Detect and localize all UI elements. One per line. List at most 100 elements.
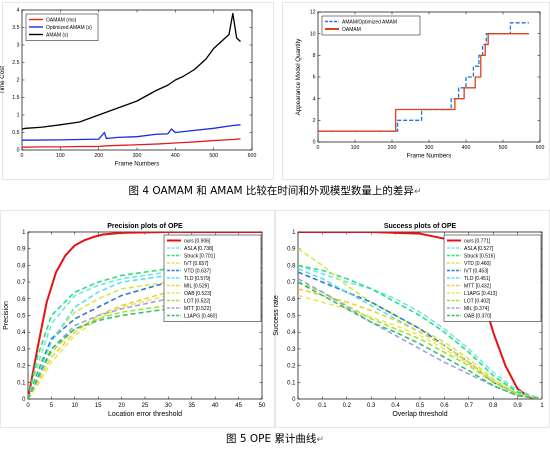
y-tick-label: 2 (17, 78, 20, 84)
x-axis-label: Overlap threshold (392, 411, 447, 418)
x-axis-label: Frame Numbers (407, 152, 452, 159)
legend-label: OAB [0.370] (464, 314, 492, 320)
x-tick-label: 0.6 (440, 403, 449, 409)
x-tick-label: 200 (94, 153, 103, 159)
chart-1: 0 100 200 300 400 500 600 0 0.5 1 1.5 2 2.5 3 3.5 4 Fram… (0, 2, 274, 180)
y-tick-label: 3 (17, 43, 20, 49)
legend-label: OAMAM (342, 27, 361, 33)
x-tick-label: 400 (171, 153, 180, 159)
legend-label: MTT [0.432] (464, 284, 491, 290)
figure-4-caption-text: 图 4 OAMAM 和 AMAM 比较在时间和外观模型数量上的差异 (128, 185, 414, 197)
y-tick-label: 0.9 (287, 247, 296, 253)
x-tick-label: 20 (118, 403, 125, 409)
x-tick-label: 0.4 (391, 403, 400, 409)
legend-label: Struck [0.516] (464, 254, 495, 260)
series-line (22, 12, 241, 130)
x-tick-label: 600 (536, 145, 545, 151)
y-tick-label: 6 (313, 75, 316, 81)
y-tick-label: 0.2 (17, 364, 26, 370)
x-tick-label: 35 (188, 403, 195, 409)
figure-4-caption: 图 4 OAMAM 和 AMAM 比较在时间和外观模型数量上的差异↵ (0, 183, 550, 198)
series-line (28, 276, 262, 399)
x-tick-label: 0 (26, 403, 30, 409)
legend-label: ours [0.906] (184, 239, 211, 245)
legend-label: OAB [0.523] (184, 291, 212, 297)
legend-box (163, 234, 262, 322)
y-tick-label: 0.4 (287, 330, 296, 336)
x-tick-label: 100 (351, 145, 360, 151)
y-axis-label: Time Cost (0, 66, 6, 94)
x-tick-label: 0 (317, 145, 320, 151)
legend-label: ours [0.771] (464, 239, 491, 245)
x-tick-label: 600 (248, 153, 257, 159)
x-tick-label: 400 (462, 145, 471, 151)
y-tick-label: 0.3 (17, 347, 26, 353)
y-tick-label: 1 (22, 230, 26, 236)
x-tick-label: 5 (50, 403, 54, 409)
y-tick-label: 0.7 (287, 280, 296, 286)
x-tick-label: 0.9 (513, 403, 522, 409)
legend-box (443, 234, 542, 322)
x-tick-label: 30 (165, 403, 172, 409)
y-tick-label: 0.5 (287, 314, 296, 320)
legend-label: AMAM/Optimized AMAM (342, 20, 397, 26)
series-line (298, 281, 542, 399)
x-tick-label: 40 (212, 403, 219, 409)
y-tick-label: 0.7 (17, 280, 26, 286)
series-line (298, 264, 542, 399)
x-axis-label: Location error threshold (108, 411, 182, 418)
figure-5-caption: 图 5 OPE 累计曲线↵ (0, 431, 550, 446)
x-tick-label: 0.1 (318, 403, 327, 409)
y-tick-label: 0.1 (287, 380, 296, 386)
y-tick-label: 0 (17, 148, 20, 154)
y-tick-label: 1 (17, 113, 20, 119)
x-tick-label: 0.3 (367, 403, 376, 409)
y-tick-label: 4 (313, 96, 316, 102)
legend-label: IVT [0.657] (184, 261, 209, 267)
x-axis-label: Frame Numbers (115, 160, 160, 167)
legend-label: MIL [0.529] (184, 284, 209, 290)
y-tick-label: 2.5 (12, 60, 19, 66)
legend-label: L1APG [0.460] (184, 314, 217, 320)
y-tick-label: 0.4 (17, 330, 26, 336)
y-tick-label: 0.1 (17, 380, 26, 386)
chart-2: 0 100 200 300 400 500 600 0 2 4 6 8 10 12 Frame Number… (282, 2, 550, 180)
legend-label: ASLA [0.738] (184, 246, 214, 252)
x-tick-label: 300 (425, 145, 434, 151)
y-tick-label: 10 (310, 31, 316, 37)
series-line (298, 288, 542, 399)
x-tick-label: 500 (209, 153, 218, 159)
y-axis-label: Appearance Model Quantity (295, 38, 302, 116)
y-tick-label: 0 (292, 397, 296, 403)
series-line (28, 232, 262, 399)
legend-label: LOT [0.522] (184, 299, 211, 305)
figure-5-caption-text: 图 5 OPE 累计曲线 (226, 433, 317, 445)
legend-label: Struck [0.701] (184, 254, 215, 260)
y-tick-label: 2 (313, 118, 316, 124)
panel-frame (2, 2, 274, 180)
x-tick-label: 0 (296, 403, 300, 409)
chart-title: Success plots of OPE (384, 223, 457, 230)
chart-legend: ours [0.906]ASLA [0.738] Struck [0.701]IV… (163, 234, 262, 322)
x-tick-label: 50 (259, 403, 266, 409)
x-tick-label: 15 (95, 403, 102, 409)
y-tick-label: 1.5 (12, 95, 19, 101)
series-line (22, 138, 241, 148)
y-tick-label: 0 (313, 140, 316, 146)
y-tick-label: 0.5 (17, 314, 26, 320)
y-tick-label: 0.2 (287, 364, 296, 370)
y-tick-label: 1 (292, 230, 296, 236)
x-tick-label: 10 (71, 403, 78, 409)
x-tick-label: 0.2 (343, 403, 352, 409)
legend-label: L1APG [0.413] (464, 291, 497, 297)
y-tick-label: 0.8 (17, 263, 26, 269)
y-tick-label: 0 (22, 397, 26, 403)
x-tick-label: 0.7 (465, 403, 474, 409)
legend-box (321, 15, 421, 36)
y-axis-label: Precision (3, 301, 10, 330)
x-tick-label: 0.8 (489, 403, 498, 409)
y-tick-label: 0.3 (287, 347, 296, 353)
series-line (22, 124, 241, 141)
